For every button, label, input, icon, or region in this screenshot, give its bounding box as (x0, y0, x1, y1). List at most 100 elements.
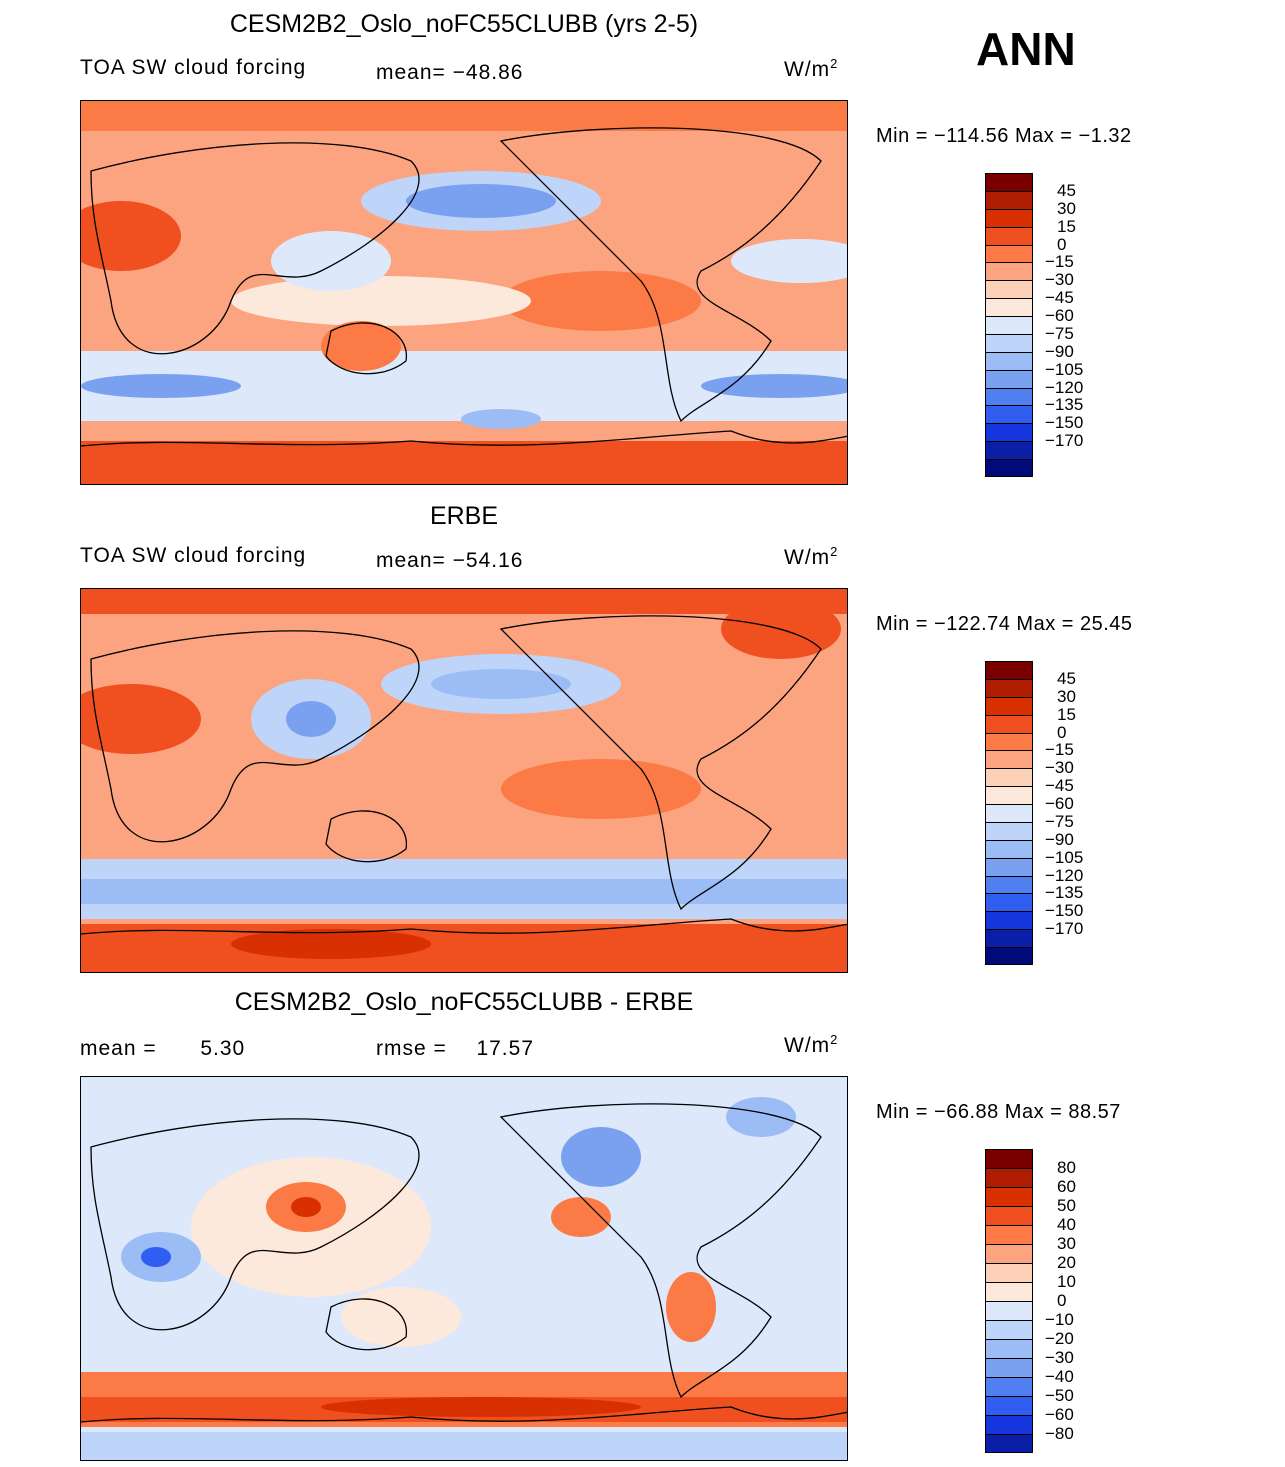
panel-1-mean-label: mean= (376, 61, 446, 84)
colorbar-tick-label: 15 (1057, 216, 1076, 236)
colorbar-tick-label: −45 (1045, 776, 1074, 796)
colorbar-swatch (985, 875, 1033, 894)
colorbar-tick-label: 15 (1057, 704, 1076, 724)
coastline-eurasia-africa (90, 630, 420, 843)
antarctic-coast-core (321, 1397, 641, 1417)
tropical-pacific (231, 276, 531, 326)
australia-light (341, 1287, 461, 1347)
colorbar-swatch (985, 893, 1033, 912)
colorbar-swatch (985, 316, 1033, 334)
coastline-americas (499, 127, 822, 423)
warm-pool (271, 231, 391, 291)
coastline-australia (325, 1298, 407, 1351)
coastline-eurasia-africa (90, 1118, 420, 1331)
colorbar-swatch (985, 369, 1033, 388)
colorbar-swatch (985, 947, 1033, 965)
panel-3-mean: mean = 5.30 (80, 1037, 245, 1061)
panel-1-units: W/m2 (784, 56, 838, 82)
west-north-america-negative (561, 1127, 641, 1187)
greenland-negative (726, 1097, 796, 1137)
colorbar-tick-label: −120 (1045, 865, 1084, 885)
colorbar-tick-label: −120 (1045, 377, 1084, 397)
china-core (291, 1197, 321, 1217)
panel-3-map (80, 1076, 848, 1461)
panel-1-map (80, 100, 848, 485)
colorbar-tick-label: 30 (1057, 198, 1076, 218)
colorbar-tick-label: −170 (1045, 431, 1084, 451)
colorbar-swatch (985, 1301, 1033, 1320)
colorbar-tick-label: −15 (1045, 252, 1074, 272)
south-america-positive (666, 1272, 716, 1342)
colorbar-tick-label: −80 (1045, 1424, 1074, 1443)
panel-2-units: W/m2 (784, 544, 838, 570)
colorbar-swatch (985, 244, 1033, 263)
panel-3-rmse: rmse = 17.57 (376, 1037, 534, 1061)
colorbar-swatch (985, 1377, 1033, 1396)
season-label: ANN (976, 23, 1076, 75)
panel-1-variable: TOA SW cloud forcing (80, 56, 307, 79)
north-pacific-core (406, 184, 556, 218)
colorbar-tick-label: −170 (1045, 919, 1084, 939)
coastline-antarctica (81, 918, 847, 935)
east-pacific-stratocumulus (501, 271, 701, 331)
colorbar-tick-label: 30 (1057, 1234, 1076, 1253)
units-base: W/m (784, 546, 831, 569)
colorbar-tick-label: 30 (1057, 686, 1076, 706)
colorbar-tick-label: −60 (1045, 794, 1074, 814)
panel-2-mean-label: mean= (376, 549, 446, 572)
colorbar-swatch (985, 911, 1033, 930)
panel-1-map-svg (81, 101, 847, 484)
colorbar-tick-label: −30 (1045, 758, 1074, 778)
arctic-band (81, 101, 847, 131)
colorbar-swatch (985, 226, 1033, 245)
panel-2-colorbar (985, 661, 1033, 965)
colorbar-swatch (985, 1263, 1033, 1282)
colorbar-swatch (985, 405, 1033, 424)
colorbar-tick-label: −150 (1045, 413, 1084, 433)
colorbar-tick-label: 10 (1057, 1272, 1076, 1291)
colorbar-swatch (985, 387, 1033, 406)
southern-ocean-core-west (81, 374, 241, 398)
colorbar-swatch (985, 423, 1033, 442)
antarctica-band (81, 441, 847, 484)
colorbar-swatch (985, 1225, 1033, 1244)
colorbar-swatch (985, 804, 1033, 822)
colorbar-tick-label: −135 (1045, 395, 1084, 415)
coastline-antarctica (81, 430, 847, 447)
east-pacific-positive (551, 1197, 611, 1237)
east-pacific-stratocumulus (501, 759, 701, 819)
colorbar-swatch (985, 1168, 1033, 1187)
colorbar-swatch (985, 1244, 1033, 1263)
colorbar-tick-label: 80 (1057, 1158, 1076, 1177)
australia-region (321, 321, 401, 371)
colorbar-swatch (985, 1206, 1033, 1225)
colorbar-tick-label: −60 (1045, 1405, 1074, 1424)
colorbar-tick-label: 45 (1057, 180, 1076, 200)
panel-3-colorbar (985, 1149, 1033, 1453)
colorbar-tick-label: −30 (1045, 270, 1074, 290)
colorbar-swatch (985, 190, 1033, 209)
southern-ocean-core-mid (461, 409, 541, 429)
colorbar-swatch (985, 262, 1033, 281)
southern-ocean-core (81, 879, 847, 904)
colorbar-swatch (985, 208, 1033, 227)
colorbar-frame (985, 173, 1033, 477)
colorbar-tick-label: −50 (1045, 1386, 1074, 1405)
units-exponent: 2 (830, 56, 839, 71)
panel-2-map (80, 588, 848, 973)
panel-2-minmax: Min = −122.74 Max = 25.45 (876, 613, 1133, 635)
coastline-eurasia-africa (90, 142, 420, 355)
panel-2-title: ERBE (429, 502, 499, 530)
panel-3-rmse-label: rmse = (376, 1037, 447, 1060)
colorbar-swatch (985, 1396, 1033, 1415)
colorbar-tick-label: −150 (1045, 901, 1084, 921)
antarctica-band (81, 1432, 847, 1460)
colorbar-swatch (985, 768, 1033, 787)
colorbar-tick-label: −90 (1045, 829, 1074, 849)
colorbar-tick-label: −135 (1045, 883, 1084, 903)
colorbar-swatch (985, 333, 1033, 352)
panel-1-minmax: Min = −114.56 Max = −1.32 (876, 125, 1132, 147)
warm-pool-core (286, 701, 336, 737)
panel-2-mean: mean= −54.16 (376, 549, 523, 573)
coastline-australia (325, 322, 407, 375)
